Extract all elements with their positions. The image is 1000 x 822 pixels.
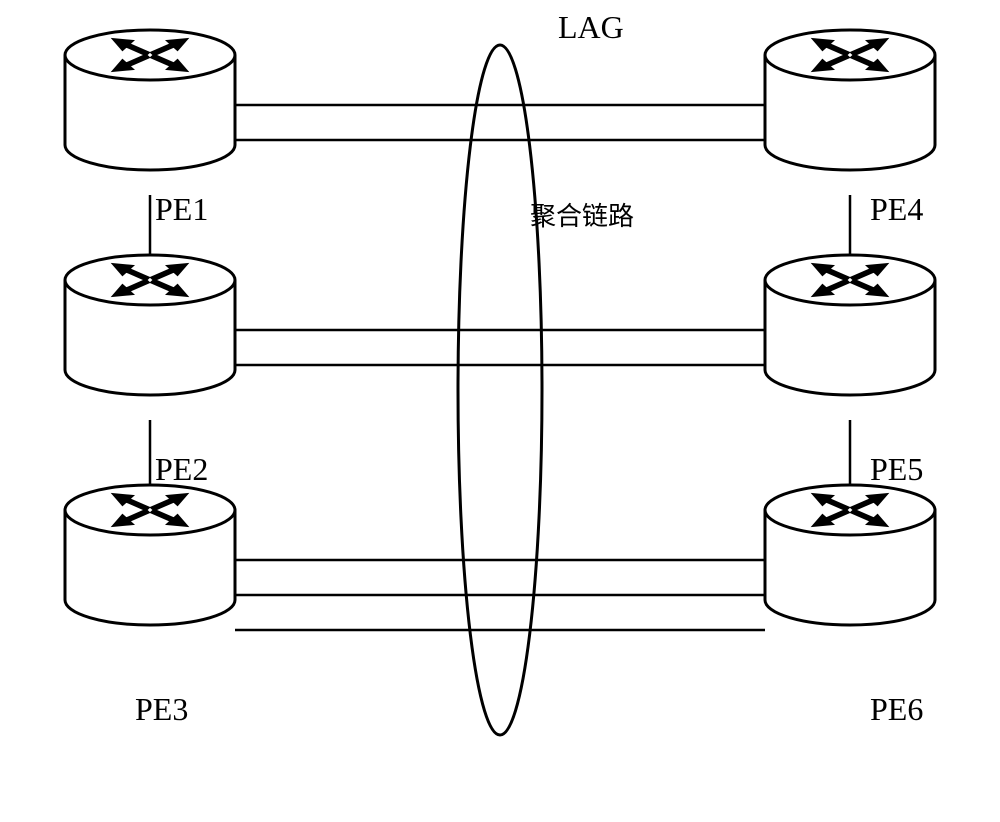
label-lag: LAG [558, 9, 624, 45]
label-pe1: PE1 [155, 191, 208, 227]
router-pe3 [65, 485, 235, 625]
label-pe3: PE3 [135, 691, 188, 727]
router-pe6 [765, 485, 935, 625]
diagram-canvas: PE1 PE2 PE3 PE4 PE5 PE6 LAG 聚合链路 [0, 0, 1000, 822]
router-pe2 [65, 255, 235, 395]
lag-ellipse [458, 45, 542, 735]
router-pe5 [765, 255, 935, 395]
label-pe2: PE2 [155, 451, 208, 487]
label-pe5: PE5 [870, 451, 923, 487]
label-pe4: PE4 [870, 191, 923, 227]
label-pe6: PE6 [870, 691, 923, 727]
label-center: 聚合链路 [530, 202, 634, 231]
router-pe4 [765, 30, 935, 170]
router-pe1 [65, 30, 235, 170]
links-group [150, 105, 850, 630]
